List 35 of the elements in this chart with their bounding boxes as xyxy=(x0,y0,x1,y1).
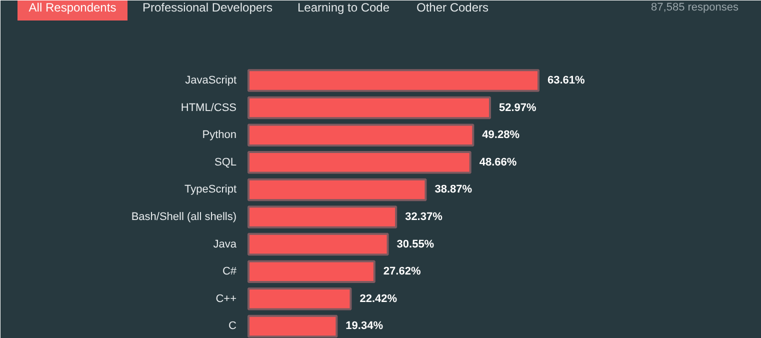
y-tick-label: TypeScript xyxy=(184,184,237,196)
data-label: 49.28% xyxy=(482,129,520,142)
data-label: 30.55% xyxy=(396,238,434,250)
bar xyxy=(248,124,474,146)
bar xyxy=(248,232,389,256)
data-label: 19.34% xyxy=(346,320,384,332)
text: Learning to Code xyxy=(297,0,390,14)
y-tick-label: C++ xyxy=(216,292,237,305)
bar xyxy=(248,314,338,338)
y-tick-label: C xyxy=(228,320,237,332)
bar xyxy=(248,96,491,120)
data-label: 32.37% xyxy=(405,211,443,223)
data-label: 63.61% xyxy=(548,74,586,86)
y-tick-label: Python xyxy=(202,129,237,142)
text: All Respondents xyxy=(28,0,116,14)
bar xyxy=(248,260,376,283)
data-label: 27.62% xyxy=(383,266,421,278)
bar xyxy=(248,178,427,202)
data-label: 22.42% xyxy=(360,292,398,305)
bar xyxy=(248,151,472,174)
text: 87,585 responses xyxy=(651,2,739,14)
y-tick-label: HTML/CSS xyxy=(180,102,237,114)
data-label: 52.97% xyxy=(498,102,537,114)
y-tick-label: JavaScript xyxy=(185,74,237,86)
data-label: 48.66% xyxy=(479,156,517,168)
y-tick-label: Java xyxy=(213,238,238,250)
bar xyxy=(248,69,540,92)
data-label: 38.87% xyxy=(434,184,472,196)
y-tick-label: C# xyxy=(222,266,238,278)
y-tick-label: Bash/Shell (all shells) xyxy=(131,211,236,223)
text: Professional Developers xyxy=(142,0,273,14)
y-tick-label: SQL xyxy=(214,156,237,168)
bar xyxy=(248,206,398,228)
bar xyxy=(248,288,352,310)
text: Other Coders xyxy=(416,0,489,14)
